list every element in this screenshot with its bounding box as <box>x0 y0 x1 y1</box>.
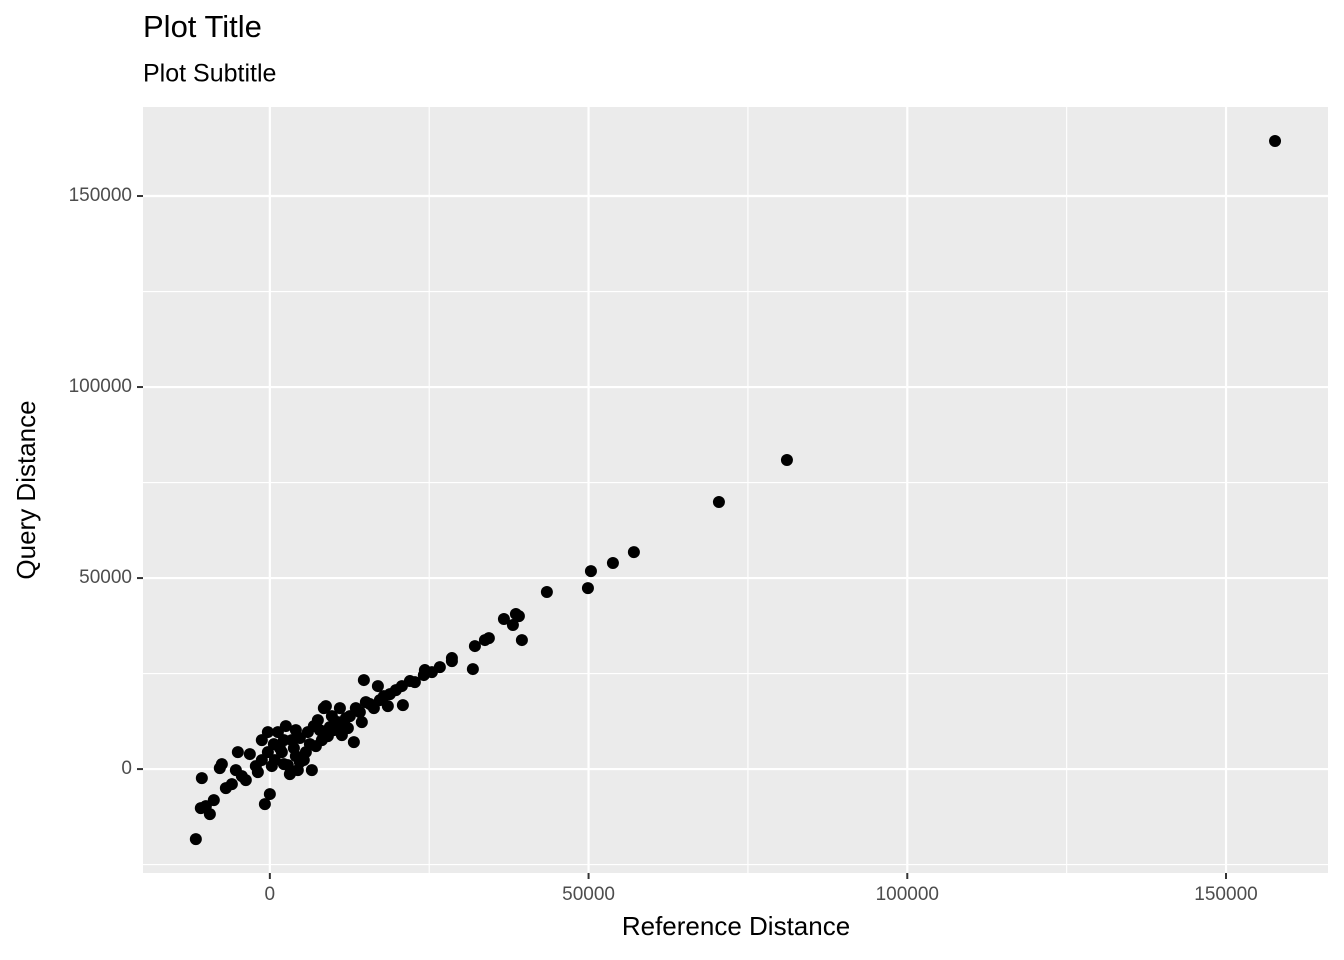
y-tick-label: 100000 <box>69 376 132 397</box>
point <box>305 764 318 777</box>
point <box>371 680 384 693</box>
y-tick-label: 150000 <box>69 185 132 206</box>
point <box>417 669 430 682</box>
points <box>189 135 1282 846</box>
grid <box>143 107 1328 873</box>
x-tick-label: 0 <box>265 884 276 905</box>
y-tick-label: 50000 <box>79 567 132 588</box>
point <box>277 734 290 747</box>
point <box>229 764 242 777</box>
point <box>275 746 288 759</box>
point <box>189 833 202 846</box>
point <box>213 762 226 775</box>
y-axis-title: Query Distance <box>11 400 41 579</box>
point <box>251 766 264 779</box>
point <box>584 565 597 578</box>
chart-title: Plot Title <box>143 9 262 44</box>
point <box>381 700 394 713</box>
point <box>1269 135 1282 148</box>
point <box>347 736 360 749</box>
point <box>343 710 356 723</box>
point <box>466 663 479 676</box>
point <box>277 758 290 771</box>
point <box>239 774 252 787</box>
point <box>263 788 276 801</box>
point <box>355 716 368 729</box>
point <box>287 742 300 755</box>
x-tick-label: 150000 <box>1194 884 1257 905</box>
point <box>606 557 619 570</box>
point <box>712 496 725 509</box>
point <box>299 746 312 759</box>
point <box>258 798 271 811</box>
panel <box>143 107 1328 873</box>
point <box>219 782 232 795</box>
point <box>445 655 458 668</box>
point <box>478 634 491 647</box>
chart-subtitle: Plot Subtitle <box>143 60 276 88</box>
point <box>325 710 338 723</box>
point <box>265 760 278 773</box>
point <box>468 640 481 653</box>
point <box>540 586 553 599</box>
point <box>317 702 330 715</box>
x-tick-label: 100000 <box>876 884 939 905</box>
point <box>255 734 268 747</box>
point <box>357 674 370 687</box>
point <box>195 772 208 785</box>
point <box>780 454 793 467</box>
point <box>293 756 306 769</box>
point <box>231 746 244 759</box>
x-axis-title: Reference Distance <box>622 911 850 941</box>
point <box>261 746 274 759</box>
point <box>506 619 519 632</box>
point <box>243 748 256 761</box>
point <box>396 699 409 712</box>
point <box>581 582 594 595</box>
point <box>194 802 207 815</box>
point <box>353 706 366 719</box>
x-tick-label: 50000 <box>562 884 615 905</box>
point <box>509 608 522 621</box>
point <box>515 634 528 647</box>
point <box>289 724 302 737</box>
y-tick-label: 0 <box>121 758 132 779</box>
point <box>627 546 640 559</box>
point <box>341 722 354 735</box>
point <box>333 702 346 715</box>
point <box>497 613 510 626</box>
point <box>311 714 324 727</box>
